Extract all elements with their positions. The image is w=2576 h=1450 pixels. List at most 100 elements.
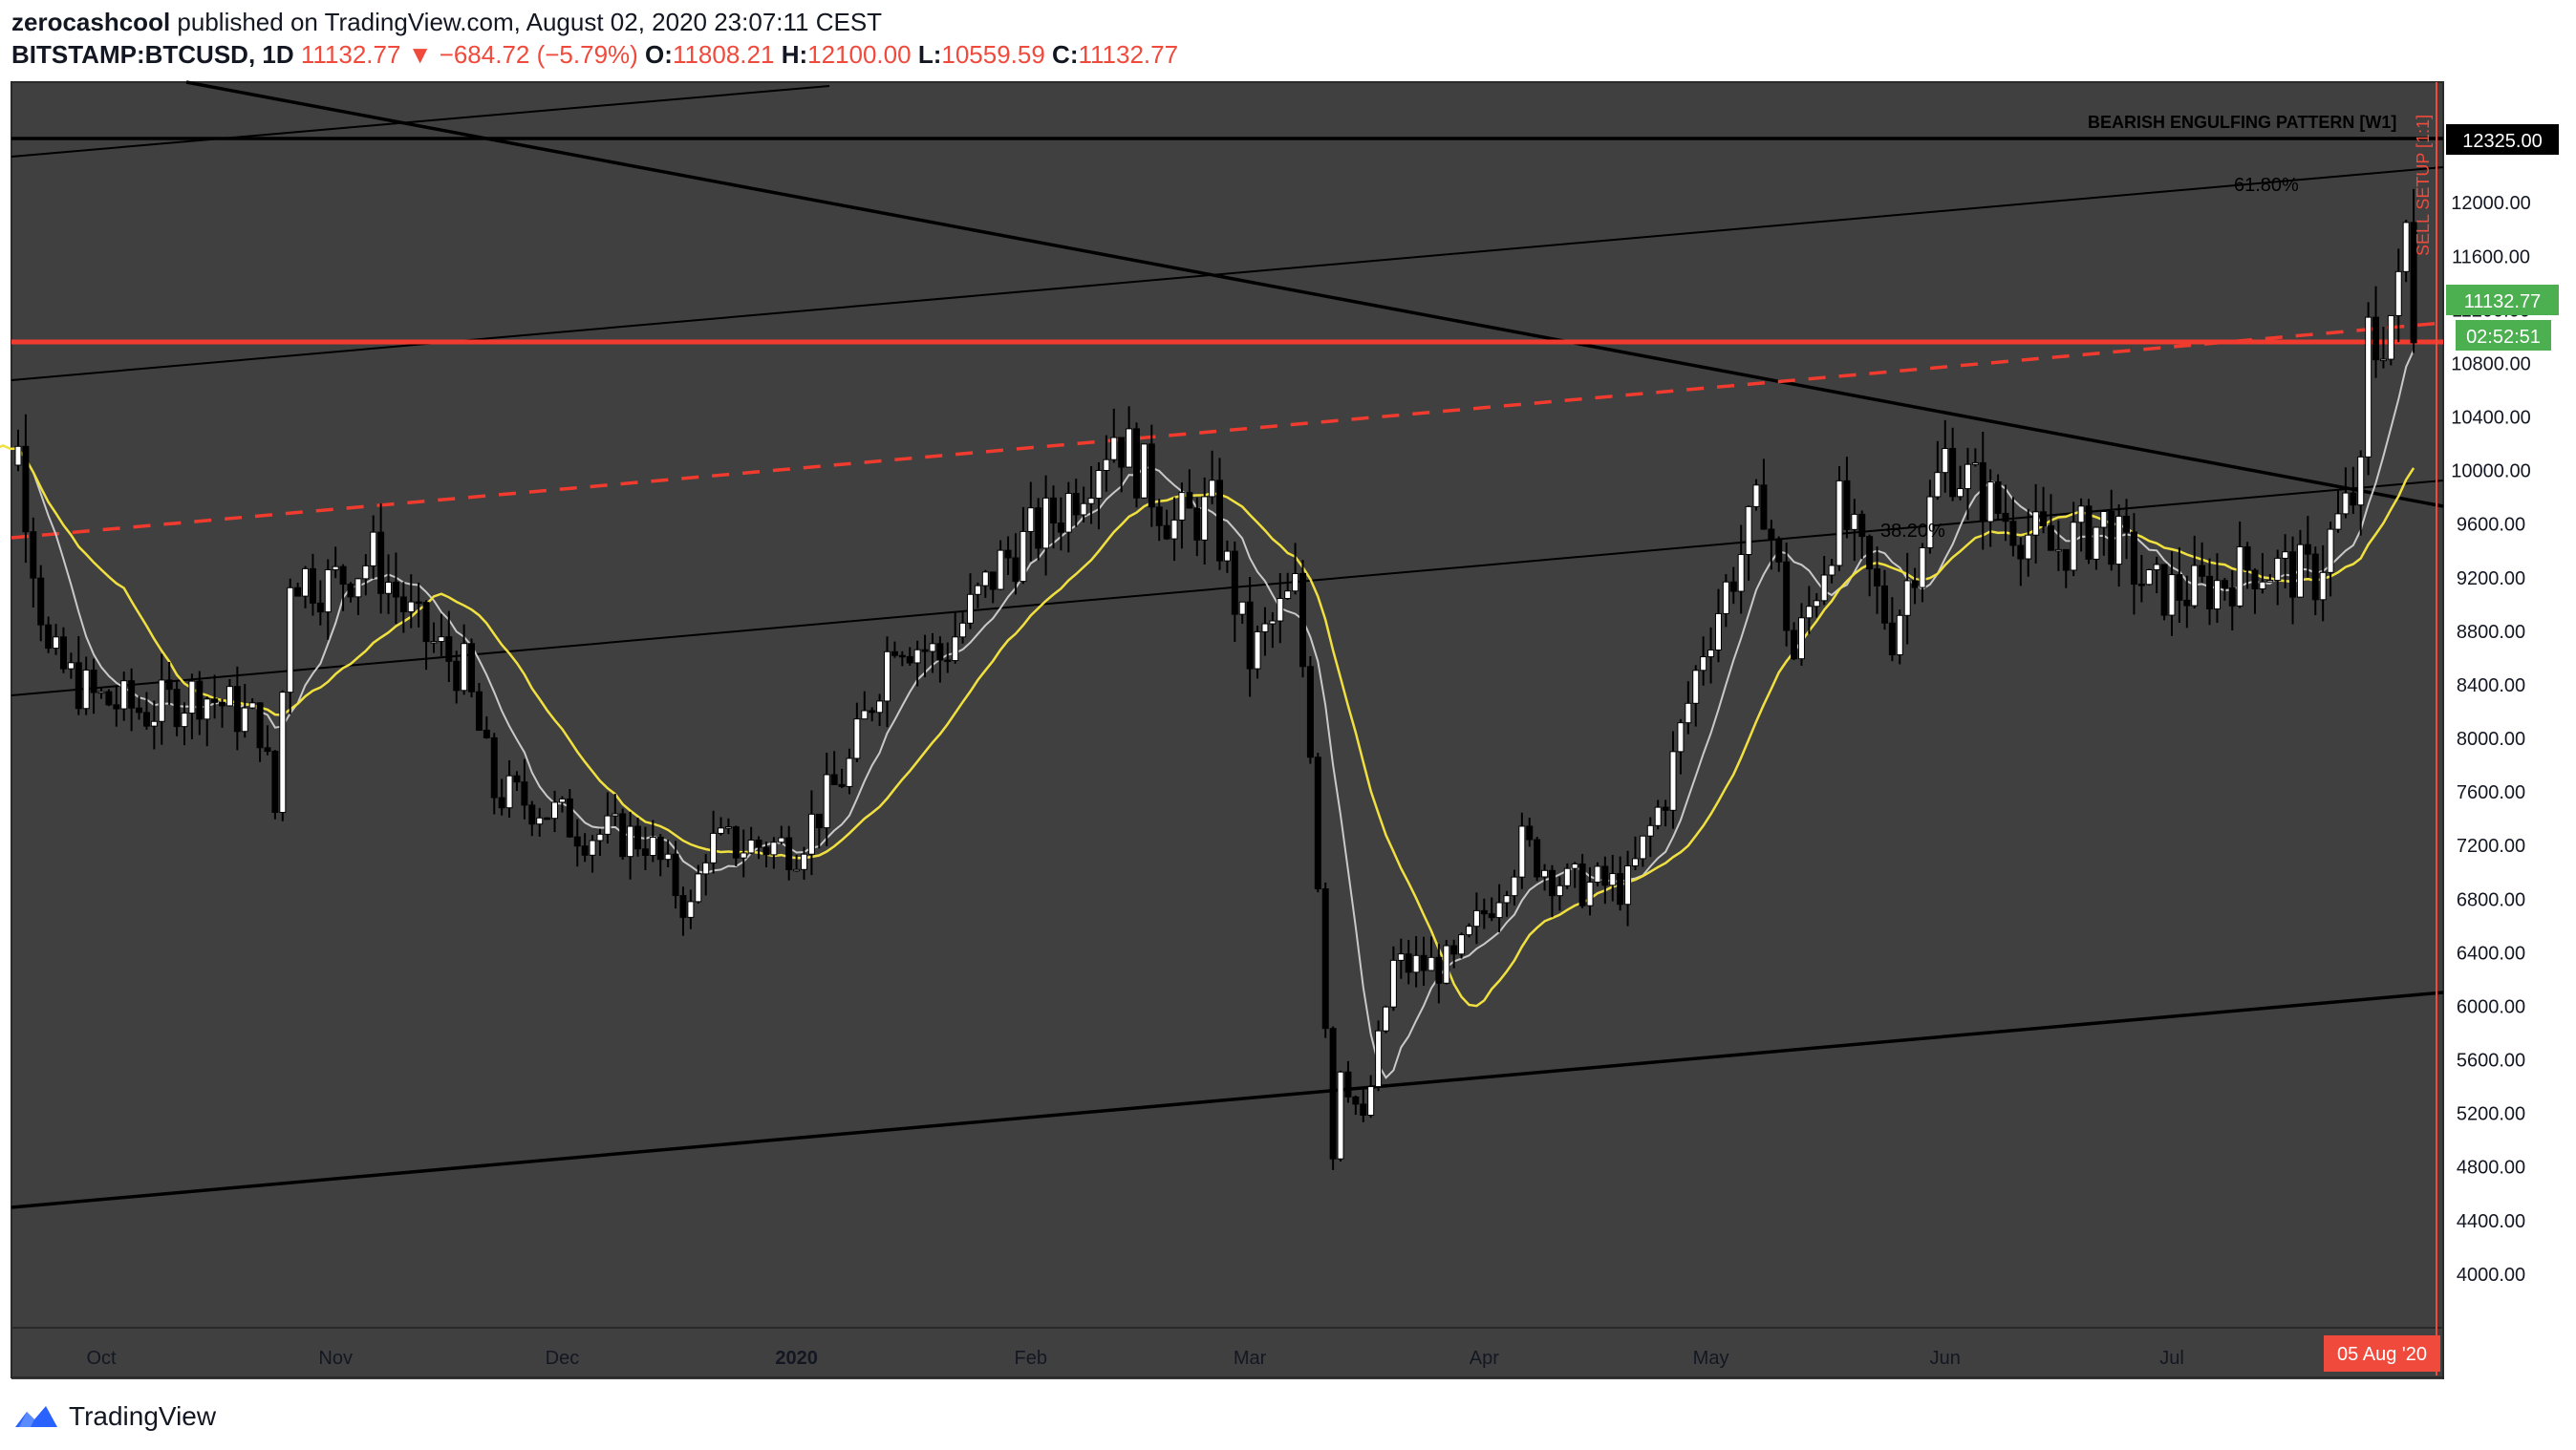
candle-down[interactable] bbox=[2183, 599, 2191, 607]
price-tag[interactable]: 11132.77 bbox=[2446, 285, 2559, 315]
candle-down[interactable] bbox=[838, 783, 846, 787]
candle-down[interactable] bbox=[339, 565, 347, 586]
candle-up[interactable] bbox=[1835, 480, 1843, 566]
candle-up[interactable] bbox=[2070, 522, 2077, 571]
candle-up[interactable] bbox=[778, 837, 785, 843]
candle-up[interactable] bbox=[1223, 550, 1231, 562]
candle-up[interactable] bbox=[385, 582, 393, 594]
candle-down[interactable] bbox=[1578, 863, 1586, 906]
candle-down[interactable] bbox=[483, 729, 490, 738]
candle-down[interactable] bbox=[2221, 580, 2228, 589]
candle-up[interactable] bbox=[1495, 902, 1503, 919]
candle-down[interactable] bbox=[1783, 561, 1791, 631]
candle-up[interactable] bbox=[2379, 358, 2387, 362]
candle-down[interactable] bbox=[2251, 569, 2259, 589]
candle-up[interactable] bbox=[370, 531, 377, 566]
candle-down[interactable] bbox=[2002, 512, 2009, 522]
candle-up[interactable] bbox=[1722, 581, 1729, 614]
candle-down[interactable] bbox=[2160, 564, 2168, 616]
candle-down[interactable] bbox=[1874, 568, 1881, 586]
candle-down[interactable] bbox=[2062, 548, 2070, 571]
candle-up[interactable] bbox=[861, 710, 869, 720]
candle-down[interactable] bbox=[679, 895, 687, 918]
candle-down[interactable] bbox=[2085, 505, 2093, 560]
candle-up[interactable] bbox=[1707, 649, 1715, 658]
candle-up[interactable] bbox=[2274, 557, 2282, 582]
candle-down[interactable] bbox=[105, 691, 113, 706]
candle-up[interactable] bbox=[505, 775, 513, 809]
candle-up[interactable] bbox=[67, 662, 75, 670]
candle-up[interactable] bbox=[1238, 601, 1246, 615]
candle-up[interactable] bbox=[324, 568, 332, 613]
candle-down[interactable] bbox=[1775, 539, 1783, 563]
candle-down[interactable] bbox=[1352, 1096, 1360, 1105]
candle-up[interactable] bbox=[1367, 1086, 1375, 1117]
candle-up[interactable] bbox=[1042, 497, 1050, 549]
candle-up[interactable] bbox=[225, 686, 233, 707]
candle-up[interactable] bbox=[1624, 864, 1632, 906]
candle-down[interactable] bbox=[1911, 580, 1919, 588]
candle-down[interactable] bbox=[1866, 536, 1874, 570]
candle-up[interactable] bbox=[801, 853, 808, 870]
candle-up[interactable] bbox=[1737, 553, 1745, 592]
candle-down[interactable] bbox=[165, 679, 173, 691]
candle-up[interactable] bbox=[2357, 456, 2365, 506]
candle-down[interactable] bbox=[1760, 484, 1768, 530]
candle-up[interactable] bbox=[1201, 496, 1209, 541]
candle-down[interactable] bbox=[1050, 497, 1058, 524]
candle-up[interactable] bbox=[1919, 546, 1926, 588]
candle-up[interactable] bbox=[158, 679, 165, 722]
candle-up[interactable] bbox=[1828, 565, 1835, 576]
candle-down[interactable] bbox=[1231, 550, 1238, 615]
candle-up[interactable] bbox=[2077, 505, 2085, 523]
candle-down[interactable] bbox=[233, 686, 241, 733]
candle-up[interactable] bbox=[1957, 488, 1964, 498]
trendline-descending[interactable] bbox=[185, 80, 2444, 508]
candle-down[interactable] bbox=[2176, 574, 2183, 601]
candle-up[interactable] bbox=[1745, 505, 1752, 555]
candle-down[interactable] bbox=[1729, 581, 1737, 592]
candle-down[interactable] bbox=[921, 649, 929, 652]
candle-up[interactable] bbox=[2168, 574, 2176, 616]
candle-up[interactable] bbox=[204, 698, 211, 720]
candle-down[interactable] bbox=[309, 567, 316, 604]
candle-up[interactable] bbox=[1677, 722, 1685, 753]
candle-up[interactable] bbox=[120, 680, 128, 710]
candle-down[interactable] bbox=[566, 798, 573, 838]
candle-up[interactable] bbox=[612, 813, 619, 817]
candle-down[interactable] bbox=[2289, 551, 2297, 598]
candle-up[interactable] bbox=[558, 798, 566, 803]
candle-down[interactable] bbox=[762, 846, 770, 856]
candle-down[interactable] bbox=[30, 531, 37, 579]
candle-up[interactable] bbox=[2365, 316, 2372, 458]
candle-up[interactable] bbox=[181, 713, 188, 728]
candle-up[interactable] bbox=[702, 862, 710, 875]
candle-down[interactable] bbox=[634, 825, 642, 850]
candle-down[interactable] bbox=[528, 804, 536, 825]
candle-down[interactable] bbox=[936, 643, 944, 661]
candle-up[interactable] bbox=[188, 680, 196, 714]
candle-down[interactable] bbox=[415, 601, 422, 605]
candle-up[interactable] bbox=[649, 837, 656, 857]
candle-down[interactable] bbox=[196, 680, 204, 720]
candle-down[interactable] bbox=[1155, 506, 1163, 526]
candle-down[interactable] bbox=[2350, 492, 2357, 506]
candle-down[interactable] bbox=[656, 837, 664, 861]
candle-down[interactable] bbox=[1480, 909, 1488, 915]
level-tag[interactable]: 12325.00 bbox=[2446, 124, 2559, 155]
candle-up[interactable] bbox=[1397, 953, 1405, 961]
candle-down[interactable] bbox=[2243, 545, 2251, 571]
candle-up[interactable] bbox=[2387, 314, 2394, 360]
candle-down[interactable] bbox=[490, 736, 498, 799]
candle-up[interactable] bbox=[604, 815, 612, 835]
candle-up[interactable] bbox=[1820, 574, 1828, 602]
candle-down[interactable] bbox=[1246, 601, 1254, 670]
candle-up[interactable] bbox=[1986, 481, 1994, 522]
candle-up[interactable] bbox=[823, 774, 830, 829]
candle-down[interactable] bbox=[898, 654, 906, 658]
candle-up[interactable] bbox=[967, 593, 975, 624]
candle-up[interactable] bbox=[1269, 620, 1277, 625]
candle-down[interactable] bbox=[264, 747, 271, 753]
candle-down[interactable] bbox=[2009, 521, 2017, 546]
